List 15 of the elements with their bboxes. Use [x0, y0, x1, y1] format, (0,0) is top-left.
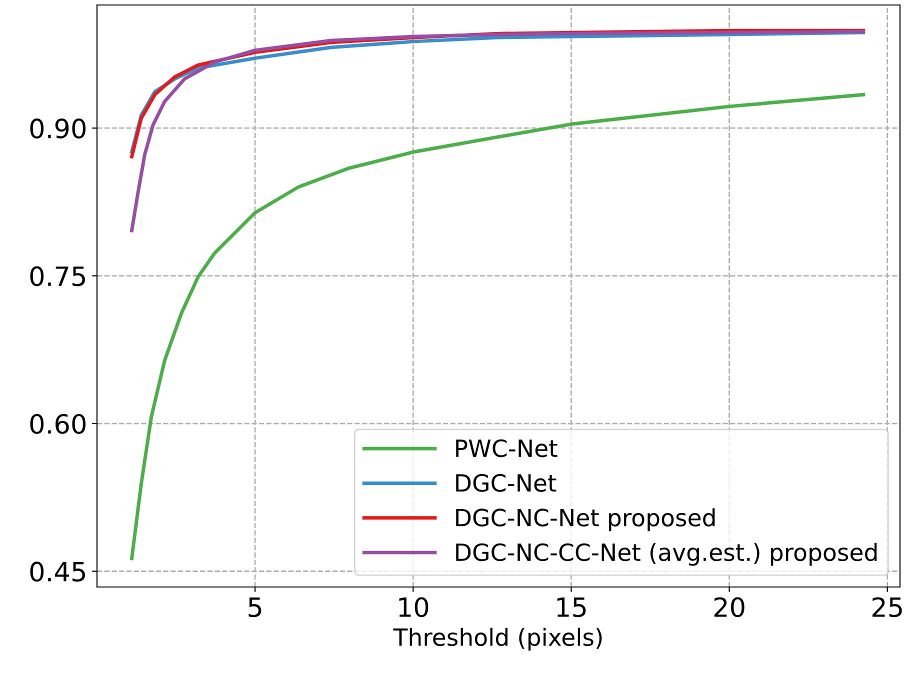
y-tick-label: 0.90	[30, 118, 86, 138]
x-tick-label: 25	[872, 597, 902, 618]
legend-label: PWC-Net	[456, 439, 558, 458]
legend-label: DGC-NC-CC-Net (avg.est.) proposed	[456, 542, 877, 566]
x-tick-label: 20	[714, 597, 744, 618]
x-axis-title: Threshold (pixels)	[393, 628, 602, 651]
line-series	[130, 30, 866, 232]
y-tick-label: 0.60	[30, 414, 86, 434]
x-tick-label: 10	[399, 597, 428, 618]
x-tick-label: 15	[557, 598, 586, 618]
legend-label: DGC-Net	[456, 474, 556, 492]
y-tick-label: 0.45	[30, 562, 85, 582]
x-tick-label: 5	[248, 598, 262, 618]
legend-label: DGC-NC-Net proposed	[456, 508, 715, 532]
y-tick-label: 0.75	[30, 266, 85, 286]
